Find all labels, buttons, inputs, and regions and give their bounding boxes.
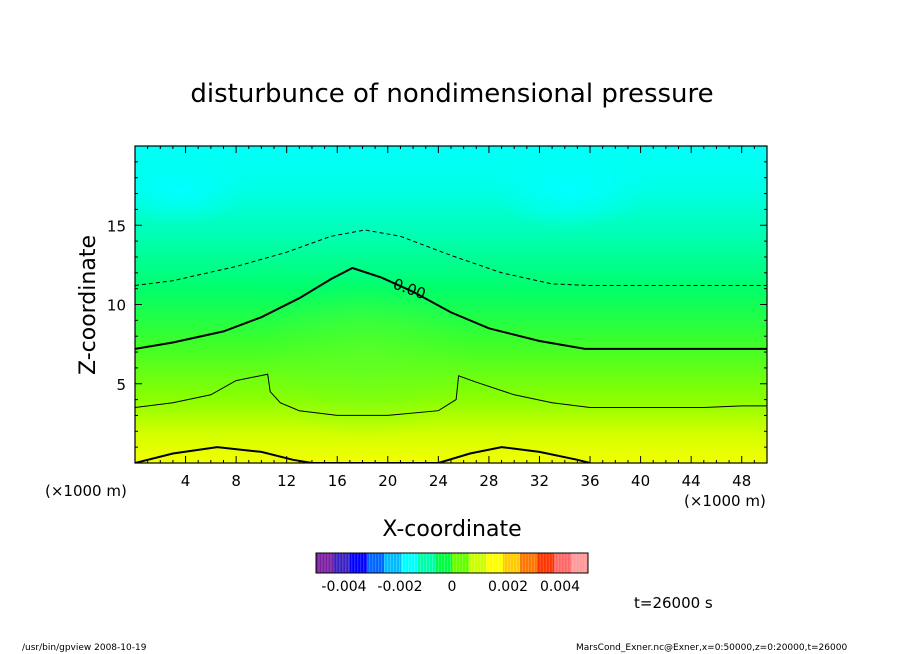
time-label: t=26000 s [634, 594, 713, 612]
x-axis-label: X-coordinate [382, 517, 521, 542]
colorbar-swatch [418, 553, 436, 573]
y-unit-label: (×1000 m) [684, 492, 766, 510]
colorbar: -0.004 -0.002 0 0.002 0.004 [315, 552, 589, 595]
colorbar-swatch [316, 553, 334, 573]
y-tick-label: 5 [116, 376, 126, 394]
x-tick-label: 32 [530, 472, 549, 490]
chart-title: disturbunce of nondimensional pressure [190, 79, 713, 109]
footer-right: MarsCond_Exner.nc@Exner,x=0:50000,z=0:20… [576, 643, 847, 653]
colorbar-swatch [486, 553, 504, 573]
colorbar-swatch [350, 553, 368, 573]
colorbar-swatch [571, 553, 589, 573]
x-tick-label: 8 [231, 472, 241, 490]
x-tick-label: 20 [378, 472, 397, 490]
x-tick-label: 28 [479, 472, 498, 490]
x-unit-label: (×1000 m) [45, 482, 127, 500]
footer-left: /usr/bin/gpview 2008-10-19 [22, 643, 147, 653]
x-tick-label: 40 [631, 472, 650, 490]
field-mound-glow [255, 280, 475, 440]
x-tick-label: 16 [328, 472, 347, 490]
x-tick-label: 48 [732, 472, 751, 490]
y-axis-label: Z-coordinate [76, 235, 101, 375]
colorbar-swatch [537, 553, 555, 573]
colorbar-swatch [452, 553, 470, 573]
contour-line-3 [135, 373, 767, 416]
y-tick-label: 10 [107, 297, 126, 315]
colorbar-tick-label: -0.004 [321, 579, 366, 595]
colorbar-swatch [435, 553, 453, 573]
colorbar-swatch [469, 553, 487, 573]
colorbar-swatch [401, 553, 419, 573]
x-tick-label: 24 [429, 472, 448, 490]
y-tick-label: 15 [107, 217, 126, 235]
contour-line-4 [135, 446, 591, 463]
colorbar-tick-label: 0.002 [488, 579, 528, 595]
colorbar-tick-label: 0 [448, 579, 457, 595]
x-tick-label: 4 [181, 472, 191, 490]
colorbar-swatch [333, 553, 351, 573]
colorbar-swatch [503, 553, 521, 573]
colorbar-frame [315, 552, 589, 574]
colorbar-tick-label: -0.002 [377, 579, 422, 595]
x-tick-label: 36 [580, 472, 599, 490]
colorbar-swatch [554, 553, 572, 573]
colorbar-tick-label: 0.004 [540, 579, 580, 595]
colorbar-swatch [384, 553, 402, 573]
field-highlight-left [135, 155, 250, 225]
contour-line-2 [135, 266, 767, 350]
contour-line-1 [135, 229, 767, 286]
x-tick-label: 44 [682, 472, 701, 490]
colorbar-swatch [520, 553, 538, 573]
x-tick-label: 12 [277, 472, 296, 490]
contour-lines [135, 229, 767, 463]
field-highlight-right [490, 150, 650, 230]
colorbar-swatch [367, 553, 385, 573]
